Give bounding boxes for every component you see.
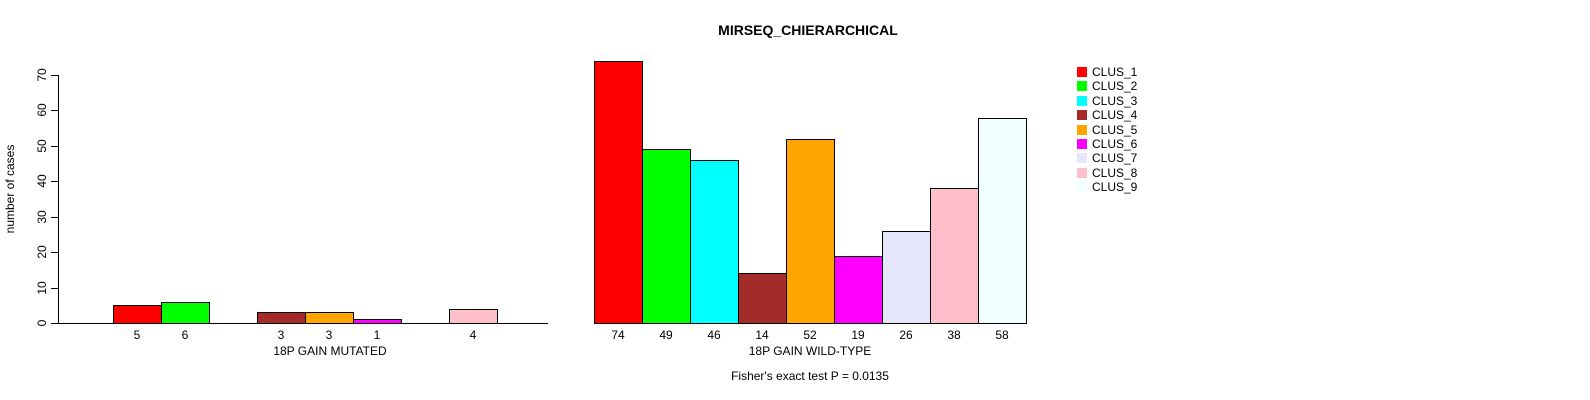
legend-label-clus_4: CLUS_4 <box>1092 108 1138 122</box>
bar-value-label: 5 <box>133 328 141 342</box>
bar-value-label: 74 <box>611 328 625 342</box>
bar-clus_1-wildtype <box>594 61 643 324</box>
fisher-test-note: Fisher's exact test P = 0.0135 <box>731 369 889 383</box>
legend-label-clus_8: CLUS_8 <box>1092 166 1138 180</box>
legend-label-clus_2: CLUS_2 <box>1092 79 1138 93</box>
bar-clus_4-wildtype <box>738 273 787 324</box>
legend-swatch-clus_9 <box>1077 182 1087 192</box>
legend-label-clus_3: CLUS_3 <box>1092 94 1138 108</box>
legend-swatch-clus_1 <box>1077 67 1087 77</box>
bar-value-label: 58 <box>995 328 1009 342</box>
legend-label-clus_9: CLUS_9 <box>1092 180 1138 194</box>
bar-value-label: 26 <box>899 328 913 342</box>
bar-value-label: 3 <box>325 328 333 342</box>
bar-clus_5-mutated <box>305 312 354 324</box>
bar-value-label: 52 <box>803 328 817 342</box>
y-axis-tick <box>51 146 58 147</box>
legend-label-clus_7: CLUS_7 <box>1092 151 1138 165</box>
bar-value-label: 46 <box>707 328 721 342</box>
y-axis-tick <box>51 181 58 182</box>
bar-value-label: 38 <box>947 328 961 342</box>
legend-label-clus_6: CLUS_6 <box>1092 137 1138 151</box>
bar-value-label: 14 <box>755 328 769 342</box>
legend-swatch-clus_3 <box>1077 96 1087 106</box>
bar-value-label: 19 <box>851 328 865 342</box>
legend-swatch-clus_4 <box>1077 110 1087 120</box>
y-axis-tick <box>51 110 58 111</box>
legend-label-clus_1: CLUS_1 <box>1092 65 1138 79</box>
chart-title: MIRSEQ_CHIERARCHICAL <box>718 22 898 38</box>
bar-clus_3-wildtype <box>690 160 739 324</box>
bar-clus_5-wildtype <box>786 139 835 324</box>
bar-clus_9-wildtype <box>978 118 1027 324</box>
y-axis-tick <box>51 288 58 289</box>
y-axis-tick <box>51 252 58 253</box>
bar-value-label: 1 <box>373 328 381 342</box>
x-axis-label-mutated: 18P GAIN MUTATED <box>273 344 387 358</box>
legend-label-clus_5: CLUS_5 <box>1092 123 1138 137</box>
bar-value-label: 6 <box>181 328 189 342</box>
bar-clus_6-wildtype <box>834 256 883 324</box>
legend-swatch-clus_7 <box>1077 153 1087 163</box>
bar-value-label: 4 <box>469 328 477 342</box>
bar-clus_8-mutated <box>449 309 498 324</box>
bar-value-label: 49 <box>659 328 673 342</box>
bar-clus_2-mutated <box>161 302 210 324</box>
y-axis-tick <box>51 75 58 76</box>
y-axis-line <box>58 75 59 324</box>
bar-clus_6-mutated <box>353 319 402 324</box>
legend-swatch-clus_6 <box>1077 139 1087 149</box>
x-axis-label-wildtype: 18P GAIN WILD-TYPE <box>748 344 872 358</box>
bar-clus_2-wildtype <box>642 149 691 324</box>
y-axis-tick <box>51 217 58 218</box>
legend-swatch-clus_5 <box>1077 125 1087 135</box>
y-axis-tick <box>51 323 58 324</box>
legend-swatch-clus_8 <box>1077 168 1087 178</box>
bar-value-label: 3 <box>277 328 285 342</box>
legend-swatch-clus_2 <box>1077 81 1087 91</box>
